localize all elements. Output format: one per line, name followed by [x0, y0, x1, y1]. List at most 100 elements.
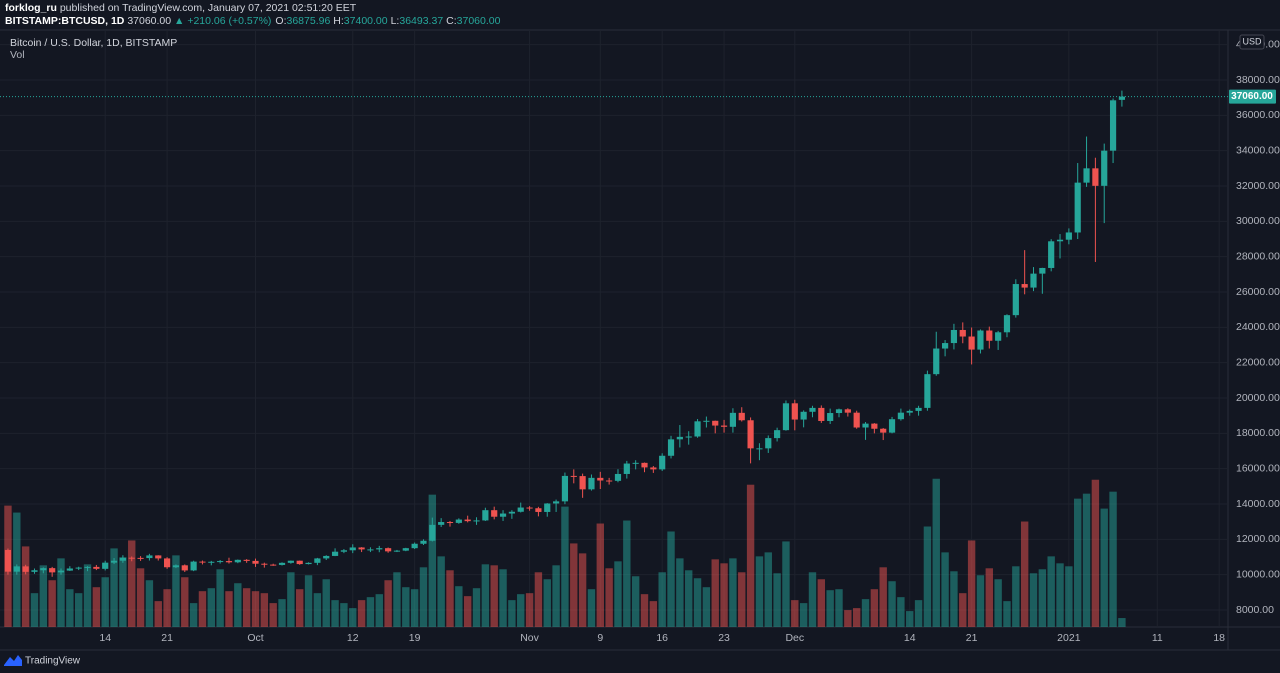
volume-bar [897, 597, 905, 627]
candle-body [499, 513, 507, 517]
x-tick-label: 14 [904, 632, 916, 644]
volume-bar [605, 568, 613, 627]
candle-body [597, 477, 604, 481]
candle-body [676, 436, 683, 440]
candle-body [22, 566, 29, 572]
y-tick-label: 36000.00 [1236, 109, 1280, 121]
axes-layer: 8000.00 10000.00 12000.00 14000.00 16000.00 1… [99, 34, 1280, 644]
volume-bar [110, 548, 118, 627]
ohlc-label: C: [446, 15, 457, 27]
volume-bar [154, 601, 162, 627]
volume-bar [729, 558, 737, 627]
volume-bar [304, 575, 313, 627]
volume-bar [994, 579, 1002, 627]
candle-body [482, 510, 489, 521]
volume-bar [782, 541, 790, 627]
candle-body [128, 557, 135, 559]
volume-bar [835, 589, 843, 627]
volume-bar [976, 575, 985, 627]
volume-bar [508, 600, 516, 627]
volume-bar [534, 572, 543, 627]
volume-bar [596, 523, 604, 627]
candle-body [190, 561, 197, 571]
candle-body [278, 562, 286, 565]
volume-bar [1029, 573, 1038, 627]
candle-body [906, 410, 913, 413]
volume-bar [251, 591, 260, 627]
volume-bar [667, 531, 675, 627]
y-tick-label: 12000.00 [1236, 533, 1280, 545]
volume-bar [517, 594, 525, 627]
y-tick-label: 26000.00 [1236, 286, 1280, 298]
volume-bar [685, 570, 693, 627]
volume-bar [552, 565, 560, 627]
candle-body [747, 420, 754, 449]
candle-body [526, 507, 533, 509]
publisher: forklog_ru [5, 2, 57, 14]
candle-body [986, 330, 993, 341]
candle-layer [0, 90, 1228, 577]
candle-body [464, 519, 471, 522]
volume-bar [48, 580, 56, 627]
volume-bar [428, 494, 437, 627]
volume-bar [967, 540, 976, 627]
volume-bar [950, 571, 958, 627]
volume-bar [207, 588, 215, 627]
volume-bar [852, 608, 861, 627]
candle-body [146, 555, 153, 559]
volume-bar [1109, 491, 1117, 627]
candle-body [641, 462, 648, 468]
y-tick-label: 24000.00 [1236, 321, 1280, 333]
chart-title: Bitcoin / U.S. Dollar, 1D, BITSTAMP [10, 37, 177, 49]
volume-bar [941, 552, 949, 627]
volume-bar [702, 587, 711, 627]
candle-body [252, 560, 259, 564]
candle-body [561, 475, 569, 502]
candle-body [888, 419, 896, 433]
x-tick-label: 18 [1213, 632, 1225, 644]
volume-bar [136, 568, 145, 627]
candle-body [570, 475, 577, 477]
candle-body [491, 510, 498, 517]
volume-bar [1003, 601, 1011, 627]
volume-bar [764, 552, 772, 627]
candle-body [340, 550, 348, 552]
candle-body [57, 570, 65, 573]
candle-body [199, 561, 206, 563]
volume-bar [101, 577, 109, 627]
volume-bar [1012, 566, 1020, 627]
volume-bar [455, 586, 463, 627]
x-tick-label: 23 [718, 632, 730, 644]
volume-bar [923, 526, 932, 627]
candle-body [508, 511, 515, 514]
candle-body [818, 407, 825, 421]
candle-body [323, 555, 330, 559]
y-tick-label: 16000.00 [1236, 462, 1280, 474]
candle-body [137, 557, 144, 559]
candle-body [270, 564, 277, 566]
volume-bar [914, 600, 923, 627]
volume-bar [145, 580, 154, 627]
volume-bar [720, 563, 728, 627]
volume-bar [755, 556, 764, 627]
candle-body [694, 421, 701, 437]
volume-bar [932, 478, 940, 627]
volume-bar [393, 572, 401, 627]
candle-body [756, 448, 763, 450]
volume-bar [357, 600, 366, 627]
volume-bar [711, 559, 719, 627]
candle-body [623, 463, 630, 474]
candle-body [93, 566, 100, 569]
x-tick-label: Nov [520, 632, 539, 644]
volume-bar [296, 589, 304, 627]
volume-bar [1091, 479, 1100, 627]
volume-bar [826, 590, 834, 627]
candle-body [1021, 284, 1028, 288]
candle-body [1092, 168, 1099, 186]
candle-body [66, 568, 73, 571]
candle-body [429, 524, 436, 541]
volume-bar [623, 520, 631, 627]
candle-body [1074, 182, 1081, 233]
y-tick-label: 18000.00 [1236, 427, 1280, 439]
